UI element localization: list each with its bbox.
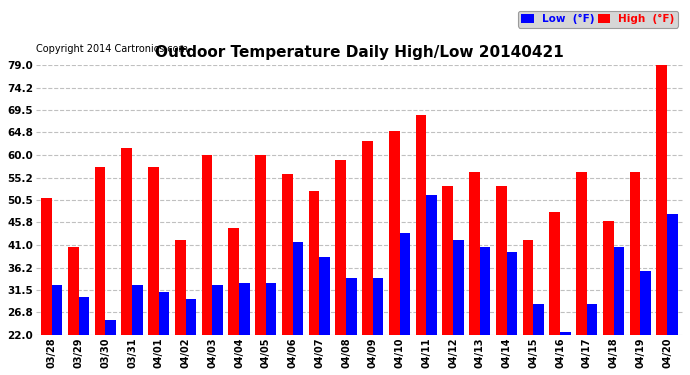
- Bar: [533, 304, 544, 334]
- Bar: [106, 321, 116, 334]
- Bar: [319, 256, 330, 334]
- Bar: [480, 247, 491, 334]
- Text: Copyright 2014 Cartronics.com: Copyright 2014 Cartronics.com: [36, 45, 188, 54]
- Bar: [522, 240, 533, 334]
- Bar: [335, 160, 346, 334]
- Bar: [41, 198, 52, 334]
- Legend: Low  (°F), High  (°F): Low (°F), High (°F): [518, 11, 678, 27]
- Bar: [629, 172, 640, 334]
- Bar: [506, 252, 518, 334]
- Bar: [373, 278, 384, 334]
- Bar: [640, 271, 651, 334]
- Bar: [576, 172, 586, 334]
- Bar: [213, 285, 223, 334]
- Bar: [426, 195, 437, 334]
- Bar: [308, 190, 319, 334]
- Bar: [453, 240, 464, 334]
- Bar: [79, 297, 89, 334]
- Bar: [293, 243, 303, 334]
- Bar: [121, 148, 132, 334]
- Bar: [603, 221, 613, 334]
- Bar: [656, 65, 667, 334]
- Bar: [362, 141, 373, 334]
- Bar: [496, 186, 506, 334]
- Bar: [469, 172, 480, 334]
- Bar: [186, 299, 196, 334]
- Bar: [415, 115, 426, 334]
- Bar: [613, 247, 624, 334]
- Bar: [175, 240, 186, 334]
- Bar: [560, 332, 571, 334]
- Bar: [132, 285, 143, 334]
- Bar: [346, 278, 357, 334]
- Bar: [159, 292, 170, 334]
- Bar: [667, 214, 678, 334]
- Bar: [282, 174, 293, 334]
- Bar: [52, 285, 63, 334]
- Bar: [400, 233, 411, 334]
- Bar: [442, 186, 453, 334]
- Bar: [239, 283, 250, 334]
- Bar: [549, 212, 560, 334]
- Bar: [95, 167, 106, 334]
- Bar: [266, 283, 277, 334]
- Bar: [586, 304, 598, 334]
- Bar: [201, 155, 213, 334]
- Title: Outdoor Temperature Daily High/Low 20140421: Outdoor Temperature Daily High/Low 20140…: [155, 45, 564, 60]
- Bar: [148, 167, 159, 334]
- Bar: [388, 131, 400, 334]
- Bar: [68, 247, 79, 334]
- Bar: [228, 228, 239, 334]
- Bar: [255, 155, 266, 334]
